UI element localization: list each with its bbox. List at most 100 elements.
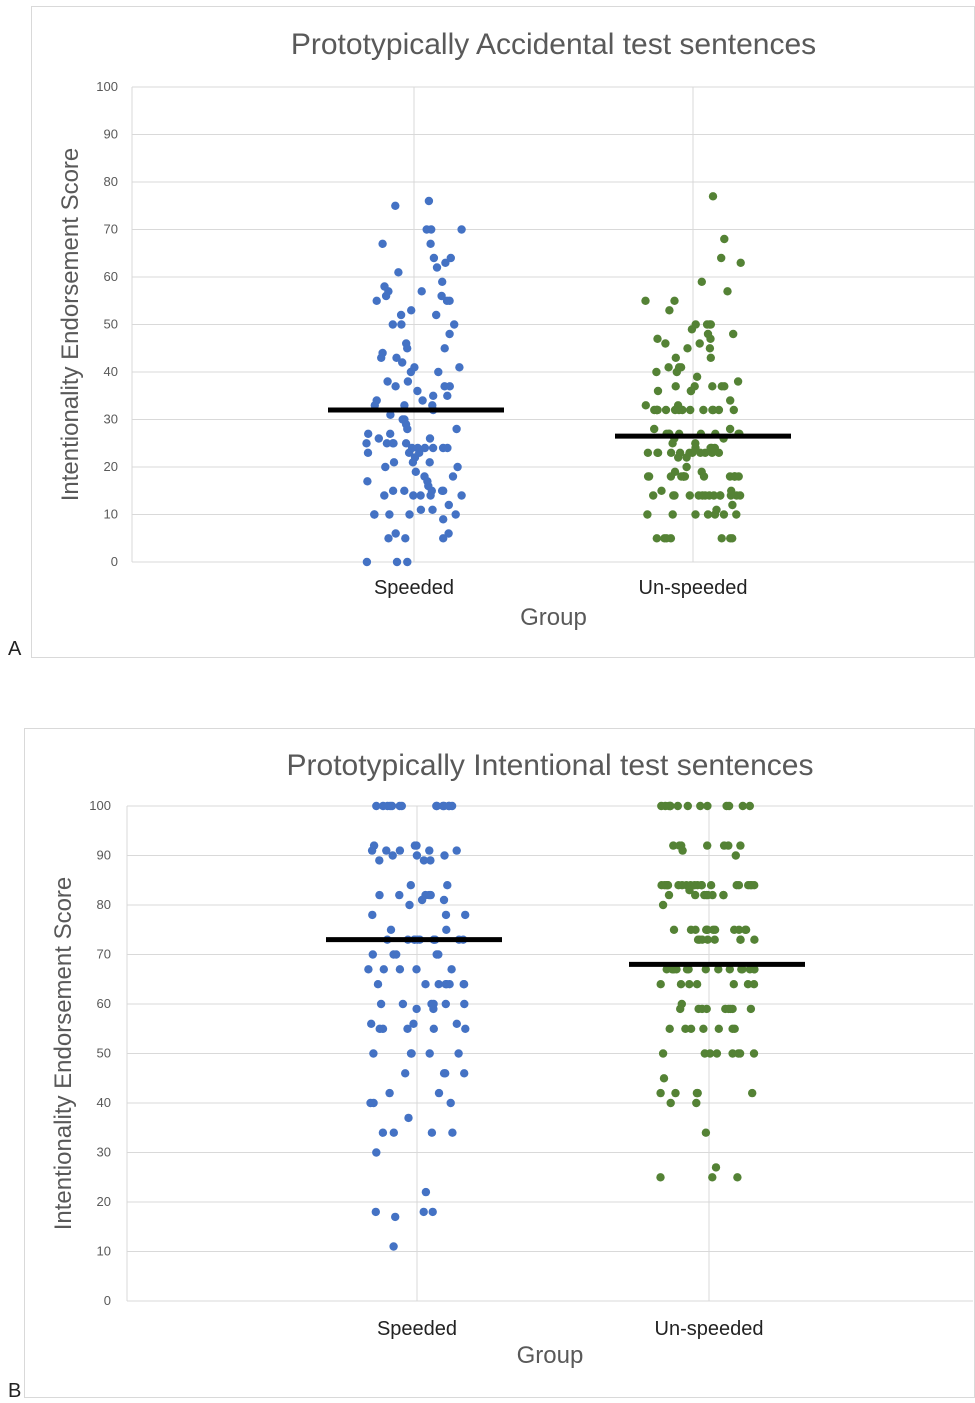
data-point-a-speeded-83 xyxy=(411,467,420,476)
data-point-b-un-speeded-74 xyxy=(750,965,759,974)
y-tick-label-20: 20 xyxy=(104,459,118,474)
data-point-b-speeded-98 xyxy=(434,1088,444,1098)
data-point-a-un-speeded-26 xyxy=(664,363,673,372)
x-category-label-speeded: Speeded xyxy=(377,1318,457,1340)
data-point-b-un-speeded-41 xyxy=(750,881,759,890)
data-point-b-speeded-38 xyxy=(368,910,377,920)
data-point-a-un-speeded-38 xyxy=(653,386,663,396)
data-point-a-speeded-49 xyxy=(370,401,379,410)
data-point-a-un-speeded-28 xyxy=(652,367,661,377)
data-point-a-un-speeded-31 xyxy=(708,382,717,391)
data-point-b-speeded-41 xyxy=(442,925,451,934)
data-point-a-speeded-94 xyxy=(457,491,466,500)
data-point-a-speeded-17 xyxy=(437,291,446,301)
data-point-b-speeded-17 xyxy=(395,846,405,855)
chart-a-svg: Prototypically Accidental test sentences… xyxy=(57,28,975,631)
data-point-a-speeded-3 xyxy=(457,225,466,234)
data-point-a-speeded-46 xyxy=(429,391,438,400)
data-point-a-speeded-25 xyxy=(397,320,406,329)
data-point-b-speeded-57 xyxy=(389,950,398,959)
data-point-b-speeded-93 xyxy=(460,1069,469,1078)
data-point-b-speeded-61 xyxy=(412,965,421,974)
data-point-a-speeded-99 xyxy=(444,500,453,510)
data-point-b-speeded-24 xyxy=(412,851,422,860)
data-point-b-un-speeded-12 xyxy=(657,801,666,811)
data-point-a-un-speeded-92 xyxy=(699,472,709,481)
y-tick-label-60: 60 xyxy=(104,269,118,284)
data-point-b-un-speeded-10 xyxy=(722,801,731,811)
data-point-a-un-speeded-122 xyxy=(643,510,652,519)
y-axis-title: Intentionality Endorsement Score xyxy=(50,877,77,1231)
data-point-b-un-speeded-11 xyxy=(696,801,705,811)
data-point-b-un-speeded-117 xyxy=(728,1049,737,1058)
data-point-a-speeded-82 xyxy=(381,462,390,472)
data-point-a-speeded-62 xyxy=(425,434,435,443)
data-point-b-un-speeded-13 xyxy=(669,841,678,850)
data-point-b-un-speeded-6 xyxy=(703,801,712,811)
data-point-a-un-speeded-6 xyxy=(670,296,679,305)
data-point-b-un-speeded-39 xyxy=(732,881,741,890)
data-point-b-un-speeded-82 xyxy=(682,965,692,974)
data-point-a-un-speeded-86 xyxy=(682,453,691,462)
y-tick-label-100: 100 xyxy=(96,79,118,94)
data-point-b-un-speeded-42 xyxy=(685,886,694,895)
data-point-b-un-speeded-122 xyxy=(656,1088,665,1098)
data-point-a-un-speeded-100 xyxy=(734,472,743,481)
data-point-b-un-speeded-129 xyxy=(733,1173,742,1182)
data-point-a-speeded-74 xyxy=(363,448,373,457)
data-point-a-speeded-5 xyxy=(426,239,435,248)
data-point-a-un-speeded-22 xyxy=(671,353,680,362)
data-point-a-speeded-6 xyxy=(378,239,387,248)
y-tick-label-30: 30 xyxy=(97,1145,111,1160)
data-point-a-un-speeded-78 xyxy=(653,448,662,457)
data-point-b-un-speeded-51 xyxy=(658,900,668,910)
data-point-b-un-speeded-4 xyxy=(738,801,747,811)
data-point-b-speeded-70 xyxy=(434,980,443,989)
data-point-b-speeded-36 xyxy=(439,895,449,905)
data-point-b-un-speeded-58 xyxy=(669,925,679,934)
data-point-a-un-speeded-12 xyxy=(705,320,714,329)
y-tick-label-70: 70 xyxy=(97,947,111,962)
data-point-a-speeded-29 xyxy=(403,344,412,353)
data-point-a-un-speeded-126 xyxy=(710,510,720,519)
data-point-a-un-speeded-82 xyxy=(707,448,717,457)
data-point-b-un-speeded-85 xyxy=(737,965,746,974)
data-point-b-speeded-78 xyxy=(429,1004,438,1014)
data-point-a-speeded-111 xyxy=(439,534,448,543)
data-point-b-speeded-75 xyxy=(376,999,386,1009)
data-point-b-un-speeded-66 xyxy=(750,935,759,944)
x-category-label-un-speeded: Un-speeded xyxy=(655,1318,764,1340)
data-point-b-speeded-79 xyxy=(412,1004,421,1014)
data-point-b-speeded-104 xyxy=(427,1128,437,1137)
data-point-a-un-speeded-0 xyxy=(708,192,718,201)
data-point-b-un-speeded-96 xyxy=(676,1004,685,1014)
data-point-a-speeded-95 xyxy=(409,491,418,500)
x-axis-title: Group xyxy=(520,604,587,631)
data-point-a-speeded-53 xyxy=(386,410,395,419)
data-point-a-un-speeded-135 xyxy=(666,534,676,543)
data-point-a-un-speeded-21 xyxy=(683,344,692,353)
data-point-a-speeded-60 xyxy=(386,429,395,438)
data-point-a-un-speeded-8 xyxy=(665,306,674,315)
data-point-a-speeded-71 xyxy=(443,443,452,453)
data-point-a-un-speeded-27 xyxy=(672,367,681,377)
data-point-a-speeded-14 xyxy=(417,287,426,296)
data-point-b-speeded-25 xyxy=(426,856,435,865)
data-point-a-speeded-109 xyxy=(444,529,453,538)
y-tick-label-100: 100 xyxy=(89,798,111,813)
data-point-b-speeded-67 xyxy=(421,980,430,989)
data-point-b-un-speeded-99 xyxy=(702,1004,711,1014)
data-point-b-un-speeded-106 xyxy=(728,1024,737,1033)
data-point-a-un-speeded-87 xyxy=(682,462,691,472)
y-tick-label-80: 80 xyxy=(104,174,118,189)
data-point-b-speeded-29 xyxy=(406,881,415,890)
data-point-b-un-speeded-110 xyxy=(699,1024,708,1033)
chart-b-svg: Prototypically Intentional test sentence… xyxy=(50,749,973,1369)
data-point-a-speeded-106 xyxy=(405,510,414,519)
data-point-a-un-speeded-111 xyxy=(685,491,694,500)
data-point-a-un-speeded-3 xyxy=(736,258,745,267)
data-point-b-speeded-90 xyxy=(454,1049,463,1058)
data-point-b-un-speeded-125 xyxy=(666,1098,675,1108)
data-point-a-un-speeded-16 xyxy=(706,334,715,343)
data-point-b-un-speeded-43 xyxy=(664,890,674,900)
